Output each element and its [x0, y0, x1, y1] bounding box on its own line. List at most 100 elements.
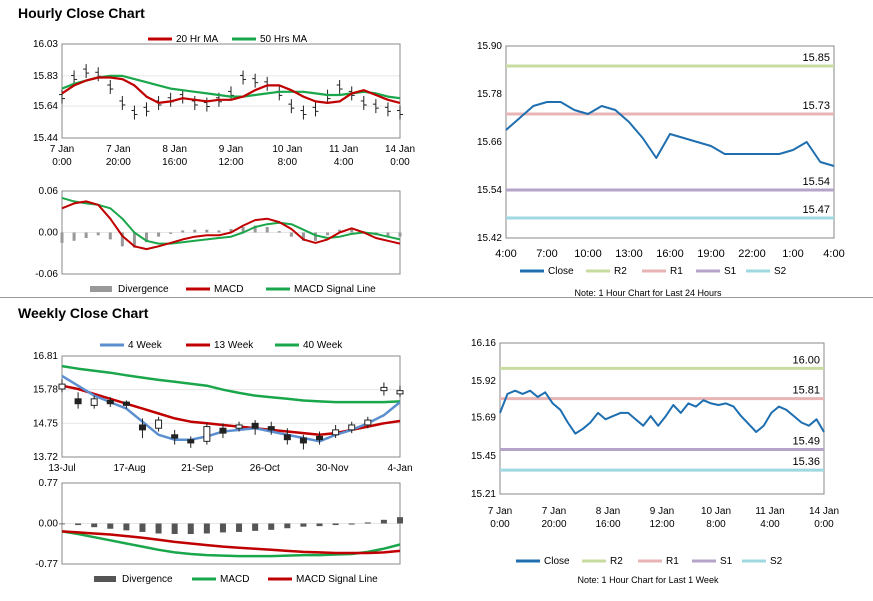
- weekly-macd-divergence-bar: [268, 523, 275, 530]
- hourly-price-legend-50hr-label: 50 Hrs MA: [260, 34, 308, 45]
- hourly-macd-legend-divergence-swatch: [90, 286, 112, 292]
- weekly-macd-divergence-bar: [332, 523, 339, 526]
- weekly-price-legend-40wk-label: 40 Week: [303, 340, 343, 351]
- close1w-xtick-date: 8 Jan: [596, 506, 620, 517]
- hourly-macd-divergence-bar: [157, 232, 161, 237]
- weekly-macd-divergence-bar: [284, 523, 291, 529]
- hourly-macd-signal-line: [61, 196, 401, 245]
- weekly-price-legend-13wk-label: 13 Week: [214, 340, 254, 351]
- weekly-macd-divergence-bar: [91, 523, 98, 528]
- close1w-note: Note: 1 Hour Chart for Last 1 Week: [578, 575, 719, 585]
- weekly-macd-divergence-bar: [397, 517, 403, 524]
- close24-ytick: 15.66: [477, 137, 502, 148]
- hourly-macd-divergence-bar: [145, 232, 148, 243]
- close1w-xtick-date: 7 Jan: [542, 506, 566, 517]
- weekly-price-xtick: 26-Oct: [250, 463, 280, 474]
- hourly-section-title: Hourly Close Chart: [18, 5, 145, 21]
- hourly-price-xtick-time: 16:00: [162, 157, 187, 168]
- close1w-s1-label: 15.49: [792, 435, 820, 447]
- hourly-macd-divergence-bar: [217, 230, 221, 233]
- weekly-macd-divergence-bar: [59, 523, 65, 525]
- close1w-ytick: 15.69: [471, 413, 496, 424]
- hourly-macd-legend-macd-label: MACD: [214, 284, 243, 295]
- weekly-macd-divergence-bar: [123, 523, 130, 531]
- weekly-price-frame: [61, 355, 401, 458]
- weekly-price-candle-body: [267, 426, 275, 431]
- weekly-macd-ytick: -0.77: [35, 559, 58, 570]
- weekly-price-ytick: 13.72: [33, 452, 58, 463]
- close1w-close-line: [499, 389, 825, 435]
- close24-ytick: 15.78: [477, 89, 502, 100]
- hourly-macd-legend-divergence-label: Divergence: [118, 284, 169, 295]
- hourly-macd-divergence-bar: [350, 228, 354, 233]
- close24-xtick: 4:00: [495, 248, 516, 260]
- weekly-macd-legend-signal-label: MACD Signal Line: [296, 574, 378, 585]
- hourly-price-xtick-date: 9 Jan: [219, 144, 243, 155]
- hourly-price-50hr-line: [61, 74, 401, 100]
- close24-ytick: 15.54: [477, 185, 502, 196]
- weekly-price-candle-body: [90, 398, 98, 406]
- weekly-macd-divergence-bar: [380, 519, 387, 524]
- hourly-macd-divergence-bar: [301, 232, 305, 241]
- weekly-macd-divergence-bar: [348, 523, 355, 525]
- hourly-macd-divergence-bar: [132, 232, 136, 248]
- hourly-price-xtick-date: 11 Jan: [329, 144, 358, 155]
- close1w-xtick-time: 0:00: [490, 519, 510, 530]
- weekly-price-candle-body: [171, 434, 179, 439]
- weekly-macd-divergence-bar: [171, 523, 178, 535]
- weekly-macd-divergence-bar: [203, 523, 210, 534]
- hourly-macd-divergence-bar: [60, 232, 64, 243]
- hourly-price-20hr-line: [61, 76, 401, 105]
- hourly-macd-divergence-bar: [120, 232, 124, 247]
- hourly-macd-divergence-bar: [277, 231, 281, 233]
- weekly-price-legend-4wk-label: 4 Week: [128, 340, 163, 351]
- close24-xtick: 22:00: [738, 248, 766, 260]
- weekly-macd-divergence-bar: [107, 523, 114, 529]
- weekly-price-xtick: 30-Nov: [316, 463, 348, 474]
- close1w-xtick-time: 4:00: [760, 519, 780, 530]
- close1w-xtick-time: 20:00: [541, 519, 566, 530]
- close24-xtick: 19:00: [697, 248, 725, 260]
- hourly-price-xtick-time: 0:00: [52, 157, 72, 168]
- close24-ytick: 15.90: [477, 41, 502, 52]
- close24-close-line: [505, 101, 835, 167]
- hourly-macd-ytick: -0.06: [35, 269, 58, 280]
- weekly-price-xtick: 21-Sep: [181, 463, 214, 474]
- hourly-price-xtick-time: 8:00: [278, 157, 298, 168]
- weekly-price-candle-body: [138, 424, 146, 431]
- close1w-xtick-date: 7 Jan: [488, 506, 512, 517]
- weekly-price-ytick: 15.78: [33, 385, 58, 396]
- hourly-macd-divergence-bar: [326, 232, 330, 236]
- close1w-legend-r2-label: R2: [610, 556, 623, 567]
- weekly-macd-divergence-bar: [75, 523, 82, 526]
- hourly-macd-ytick: 0.00: [39, 228, 59, 239]
- weekly-macd-divergence-bar: [139, 523, 146, 532]
- weekly-price-candle-body: [122, 401, 130, 406]
- close1w-r1-label: 15.81: [792, 385, 820, 397]
- hourly-macd-ytick: 0.06: [39, 186, 59, 197]
- weekly-macd-divergence-bar: [236, 523, 243, 532]
- weekly-price-candle-body: [332, 429, 340, 436]
- weekly-price-candle-body: [58, 383, 66, 390]
- weekly-price-candle-body: [74, 398, 82, 405]
- weekly-price-candle-body: [235, 424, 243, 429]
- hourly-macd-macd-line: [61, 200, 401, 251]
- hourly-price-xtick-date: 8 Jan: [162, 144, 186, 155]
- weekly-price-xtick: 4-Jan: [387, 463, 412, 474]
- hourly-macd-divergence-bar: [193, 229, 197, 233]
- weekly-price-candle-body: [380, 386, 388, 392]
- hourly-price-xtick-date: 7 Jan: [50, 144, 74, 155]
- hourly-price-xtick-time: 12:00: [218, 157, 243, 168]
- close1w-ytick: 15.92: [471, 376, 496, 387]
- weekly-price-candle-body: [187, 439, 195, 444]
- hourly-macd-divergence-bar: [181, 230, 185, 233]
- weekly-macd-ytick: 0.77: [39, 478, 59, 489]
- close24-xtick: 16:00: [656, 248, 684, 260]
- weekly-price-candle-body: [348, 424, 356, 431]
- weekly-macd-legend-macd-label: MACD: [220, 574, 249, 585]
- close24-legend-s1-label: S1: [724, 266, 737, 277]
- weekly-price-4wk-line: [61, 374, 401, 443]
- close1w-xtick-time: 16:00: [595, 519, 620, 530]
- close1w-legend-close-label: Close: [544, 556, 570, 567]
